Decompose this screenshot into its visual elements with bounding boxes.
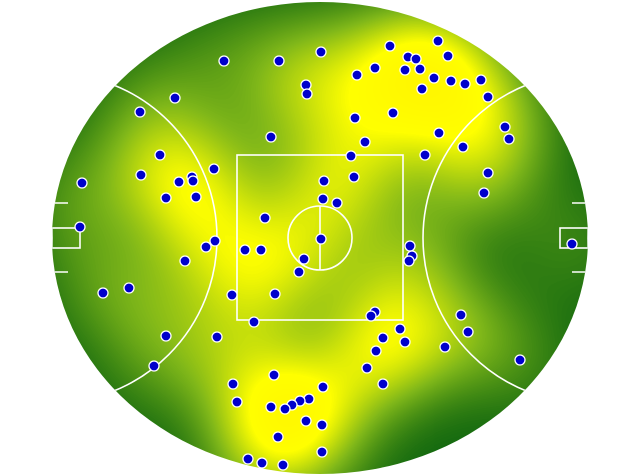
- point: [462, 326, 474, 338]
- point: [211, 331, 223, 343]
- point: [169, 92, 181, 104]
- point: [200, 241, 212, 253]
- point: [514, 354, 526, 366]
- point: [365, 310, 377, 322]
- point: [239, 244, 251, 256]
- point: [218, 55, 230, 67]
- point: [76, 177, 88, 189]
- point: [134, 106, 146, 118]
- point: [331, 197, 343, 209]
- point: [209, 235, 221, 247]
- point: [478, 187, 490, 199]
- point: [348, 171, 360, 183]
- point: [482, 167, 494, 179]
- point: [277, 459, 289, 471]
- point: [97, 287, 109, 299]
- point: [503, 133, 515, 145]
- point: [399, 336, 411, 348]
- point: [384, 40, 396, 52]
- point: [394, 323, 406, 335]
- point: [419, 149, 431, 161]
- point: [459, 78, 471, 90]
- point: [160, 192, 172, 204]
- point: [432, 35, 444, 47]
- point: [226, 289, 238, 301]
- point: [317, 381, 329, 393]
- points: [74, 35, 578, 471]
- point: [315, 233, 327, 245]
- point: [410, 53, 422, 65]
- point: [301, 88, 313, 100]
- point: [399, 64, 411, 76]
- point: [414, 63, 426, 75]
- point: [268, 369, 280, 381]
- point: [160, 330, 172, 342]
- point: [351, 69, 363, 81]
- point: [179, 255, 191, 267]
- point: [190, 191, 202, 203]
- point: [231, 396, 243, 408]
- point: [317, 193, 329, 205]
- point: [377, 378, 389, 390]
- point: [482, 91, 494, 103]
- point: [74, 221, 86, 233]
- point: [298, 253, 310, 265]
- point: [148, 360, 160, 372]
- point: [227, 378, 239, 390]
- point: [259, 212, 271, 224]
- point: [345, 150, 357, 162]
- point: [499, 121, 511, 133]
- point: [256, 457, 268, 469]
- point: [265, 131, 277, 143]
- point: [445, 75, 457, 87]
- point: [370, 345, 382, 357]
- point: [428, 72, 440, 84]
- point: [316, 446, 328, 458]
- point: [377, 332, 389, 344]
- point: [387, 107, 399, 119]
- point: [416, 83, 428, 95]
- point: [242, 453, 254, 465]
- point: [433, 127, 445, 139]
- point: [279, 403, 291, 415]
- point: [315, 46, 327, 58]
- point: [173, 176, 185, 188]
- point: [475, 74, 487, 86]
- point: [404, 240, 416, 252]
- point: [293, 266, 305, 278]
- point: [300, 415, 312, 427]
- point: [273, 55, 285, 67]
- point: [135, 169, 147, 181]
- point: [361, 362, 373, 374]
- point: [403, 255, 415, 267]
- point: [316, 419, 328, 431]
- point: [208, 163, 220, 175]
- point: [269, 288, 281, 300]
- point: [318, 175, 330, 187]
- point: [154, 149, 166, 161]
- point: [255, 244, 267, 256]
- point: [187, 175, 199, 187]
- point: [439, 341, 451, 353]
- point: [369, 62, 381, 74]
- point: [303, 393, 315, 405]
- point: [457, 141, 469, 153]
- point: [455, 309, 467, 321]
- point: [272, 431, 284, 443]
- point: [248, 316, 260, 328]
- point: [442, 50, 454, 62]
- point: [359, 136, 371, 148]
- point: [566, 238, 578, 250]
- point: [265, 401, 277, 413]
- point: [123, 282, 135, 294]
- point: [349, 112, 361, 124]
